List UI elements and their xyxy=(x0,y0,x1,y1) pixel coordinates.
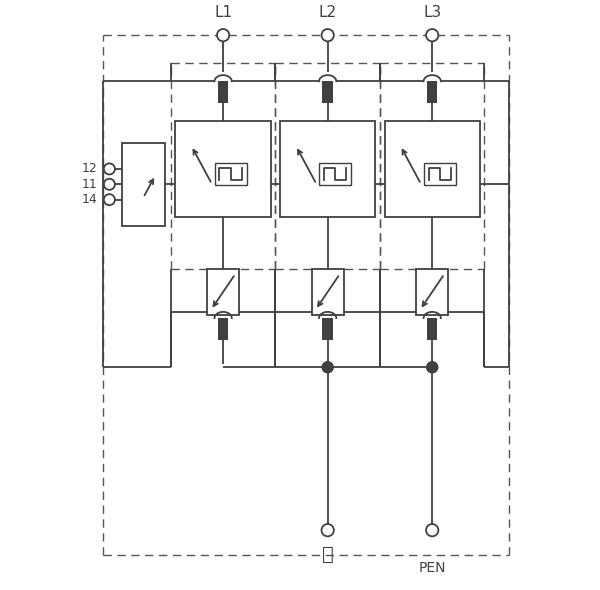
Bar xyxy=(175,122,271,217)
Bar xyxy=(424,163,455,185)
Text: ⏚: ⏚ xyxy=(322,545,334,564)
Bar xyxy=(427,318,437,340)
Circle shape xyxy=(322,29,334,41)
Text: PEN: PEN xyxy=(418,561,446,575)
Circle shape xyxy=(322,362,333,373)
Bar xyxy=(122,143,165,226)
Circle shape xyxy=(104,163,115,175)
Bar xyxy=(215,163,247,185)
Text: 12: 12 xyxy=(82,162,97,175)
Text: L2: L2 xyxy=(319,5,337,20)
Bar xyxy=(280,122,376,217)
Circle shape xyxy=(427,362,438,373)
Text: L3: L3 xyxy=(423,5,442,20)
Circle shape xyxy=(322,524,334,536)
Bar xyxy=(218,318,229,340)
Circle shape xyxy=(426,29,439,41)
Circle shape xyxy=(426,524,439,536)
Circle shape xyxy=(104,179,115,190)
Text: L1: L1 xyxy=(214,5,232,20)
Bar xyxy=(322,81,333,103)
Bar xyxy=(385,122,480,217)
Bar xyxy=(311,269,344,315)
Bar xyxy=(427,81,437,103)
Bar xyxy=(416,269,448,315)
Bar xyxy=(218,81,229,103)
Circle shape xyxy=(217,29,229,41)
Text: 14: 14 xyxy=(82,193,97,206)
Bar xyxy=(319,163,351,185)
Text: 11: 11 xyxy=(82,178,97,191)
Bar xyxy=(322,318,333,340)
Circle shape xyxy=(104,194,115,205)
Bar xyxy=(207,269,239,315)
